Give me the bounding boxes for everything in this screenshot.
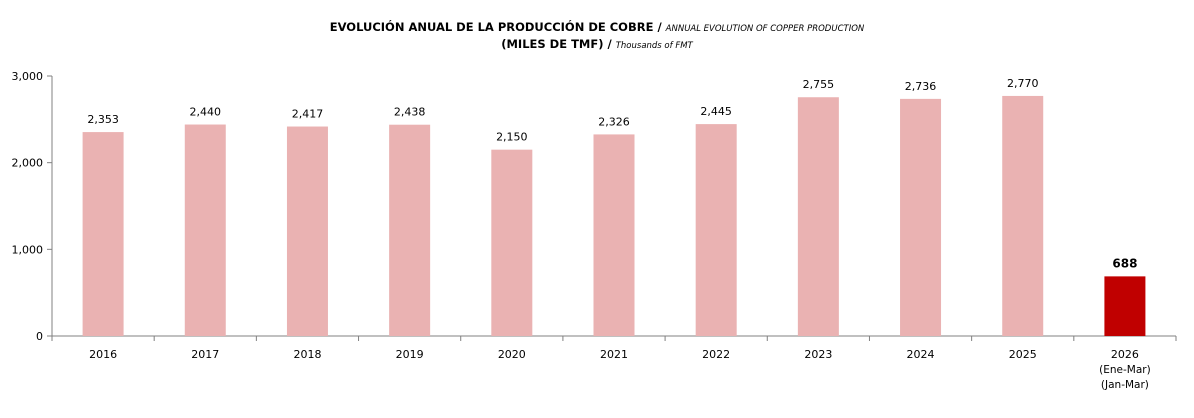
x-tick-label: 2023 — [804, 348, 832, 361]
x-tick-label: 2018 — [293, 348, 321, 361]
data-label: 2,353 — [87, 113, 119, 126]
bar — [900, 98, 942, 336]
x-tick-label: 2022 — [702, 348, 730, 361]
bar — [593, 134, 635, 336]
data-label: 2,755 — [803, 78, 835, 91]
x-tick-sublabel: (Ene-Mar) — [1099, 364, 1151, 376]
data-label: 688 — [1112, 256, 1137, 270]
bar — [797, 97, 839, 336]
y-tick-label: 2,000 — [12, 157, 44, 170]
x-tick-label: 2017 — [191, 348, 219, 361]
title-separator: / — [653, 20, 666, 34]
x-tick-label: 2021 — [600, 348, 628, 361]
data-label: 2,326 — [598, 115, 630, 128]
chart-title: EVOLUCIÓN ANUAL DE LA PRODUCCIÓN DE COBR… — [0, 20, 1194, 34]
title-main: EVOLUCIÓN ANUAL DE LA PRODUCCIÓN DE COBR… — [329, 20, 654, 34]
x-tick-sublabel: (Jan-Mar) — [1101, 379, 1149, 391]
bar — [1104, 276, 1146, 336]
data-label: 2,150 — [496, 131, 528, 144]
bar — [695, 124, 737, 336]
subtitle-main: (MILES DE TMF) — [501, 37, 604, 51]
x-tick-label: 2019 — [396, 348, 424, 361]
data-label: 2,445 — [700, 105, 732, 118]
y-tick-label: 1,000 — [12, 243, 44, 256]
data-label: 2,440 — [190, 106, 222, 119]
data-label: 2,438 — [394, 106, 426, 119]
data-label: 2,736 — [905, 80, 937, 93]
data-label: 2,770 — [1007, 77, 1039, 90]
x-tick-label: 2025 — [1009, 348, 1037, 361]
chart-subtitle: (MILES DE TMF) / Thousands of FMT — [0, 37, 1194, 51]
y-tick-label: 0 — [36, 330, 43, 343]
subtitle-english: Thousands of FMT — [615, 41, 693, 51]
bar — [1002, 95, 1044, 336]
bar — [184, 124, 226, 337]
bar — [491, 149, 533, 336]
bar — [286, 126, 328, 336]
subtitle-separator: / — [603, 37, 616, 51]
bar — [389, 124, 431, 336]
y-tick-label: 3,000 — [12, 70, 44, 83]
bar — [82, 132, 124, 336]
x-tick-label: 2016 — [89, 348, 117, 361]
x-tick-label: 2020 — [498, 348, 526, 361]
title-english: ANNUAL EVOLUTION OF COPPER PRODUCTION — [665, 24, 865, 34]
x-tick-label: 2026 — [1111, 348, 1139, 361]
data-label: 2,417 — [292, 108, 324, 121]
x-tick-label: 2024 — [907, 348, 935, 361]
